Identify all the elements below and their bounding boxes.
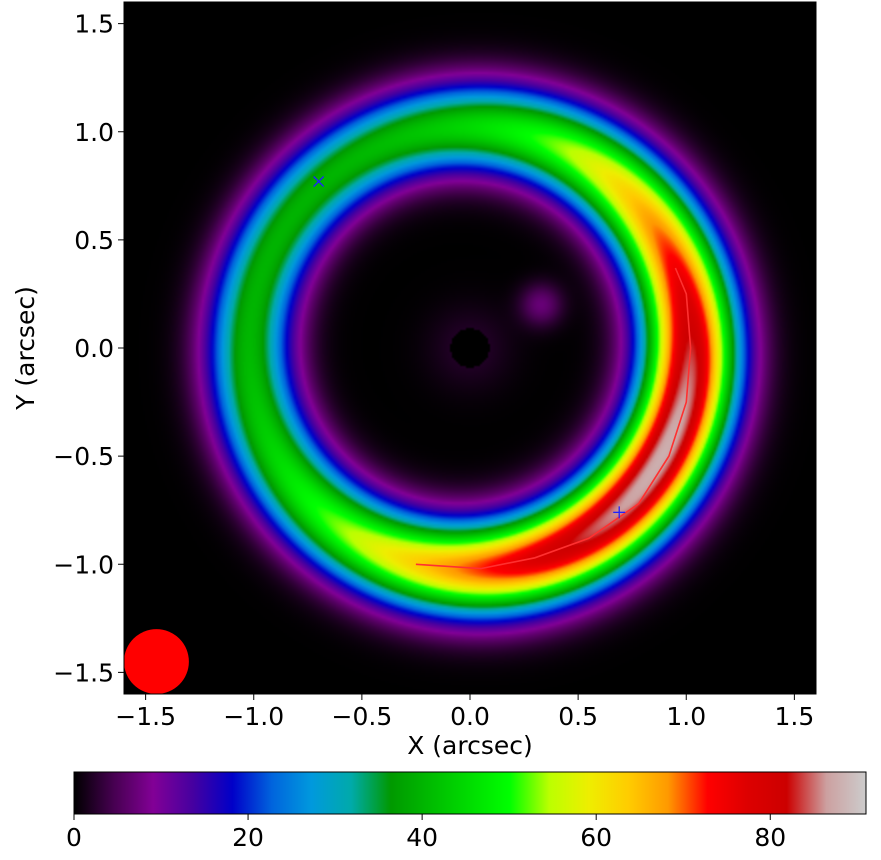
x-tick-label: 1.5	[774, 702, 814, 731]
y-axis: −1.5 −1.0 −0.5 0.0 0.5 1.0 1.5	[53, 10, 124, 687]
y-tick-label: −1.5	[53, 658, 114, 687]
x-tick-label: 0.0	[450, 702, 490, 731]
y-tick-label: 1.0	[74, 118, 114, 147]
beam-ellipse	[124, 629, 189, 694]
x-tick-label: 1.0	[666, 702, 706, 731]
x-axis: −1.5 −1.0 −0.5 0.0 0.5 1.0 1.5	[115, 694, 814, 731]
colorbar-tick-label: 80	[754, 823, 786, 852]
y-tick-label: 0.0	[74, 334, 114, 363]
y-tick-label: −1.0	[53, 550, 114, 579]
colorbar-tick-label: 40	[406, 823, 438, 852]
x-tick-label: −1.0	[223, 702, 284, 731]
y-tick-label: 0.5	[74, 226, 114, 255]
x-tick-label: 0.5	[558, 702, 598, 731]
heatmap-image	[124, 2, 816, 694]
overlay-layer	[124, 176, 692, 694]
colorbar-tick-label: 60	[580, 823, 612, 852]
x-axis-label: X (arcsec)	[407, 731, 533, 760]
y-tick-label: 1.5	[74, 10, 114, 39]
colorbar-tick-label: 20	[232, 823, 264, 852]
y-axis-label: Y (arcsec)	[11, 286, 40, 411]
x-tick-label: −0.5	[332, 702, 393, 731]
colorbar-gradient	[73, 771, 867, 815]
plus-marker	[613, 506, 626, 519]
critical-curve	[415, 267, 692, 570]
colorbar: 0 20 40 60 80	[66, 771, 867, 852]
x-marker	[313, 176, 325, 187]
y-tick-label: −0.5	[53, 442, 114, 471]
colorbar-tick-label: 0	[66, 823, 82, 852]
plot-area	[123, 1, 817, 695]
colorbar-ticks: 0 20 40 60 80	[66, 814, 786, 852]
x-tick-label: −1.5	[115, 702, 176, 731]
